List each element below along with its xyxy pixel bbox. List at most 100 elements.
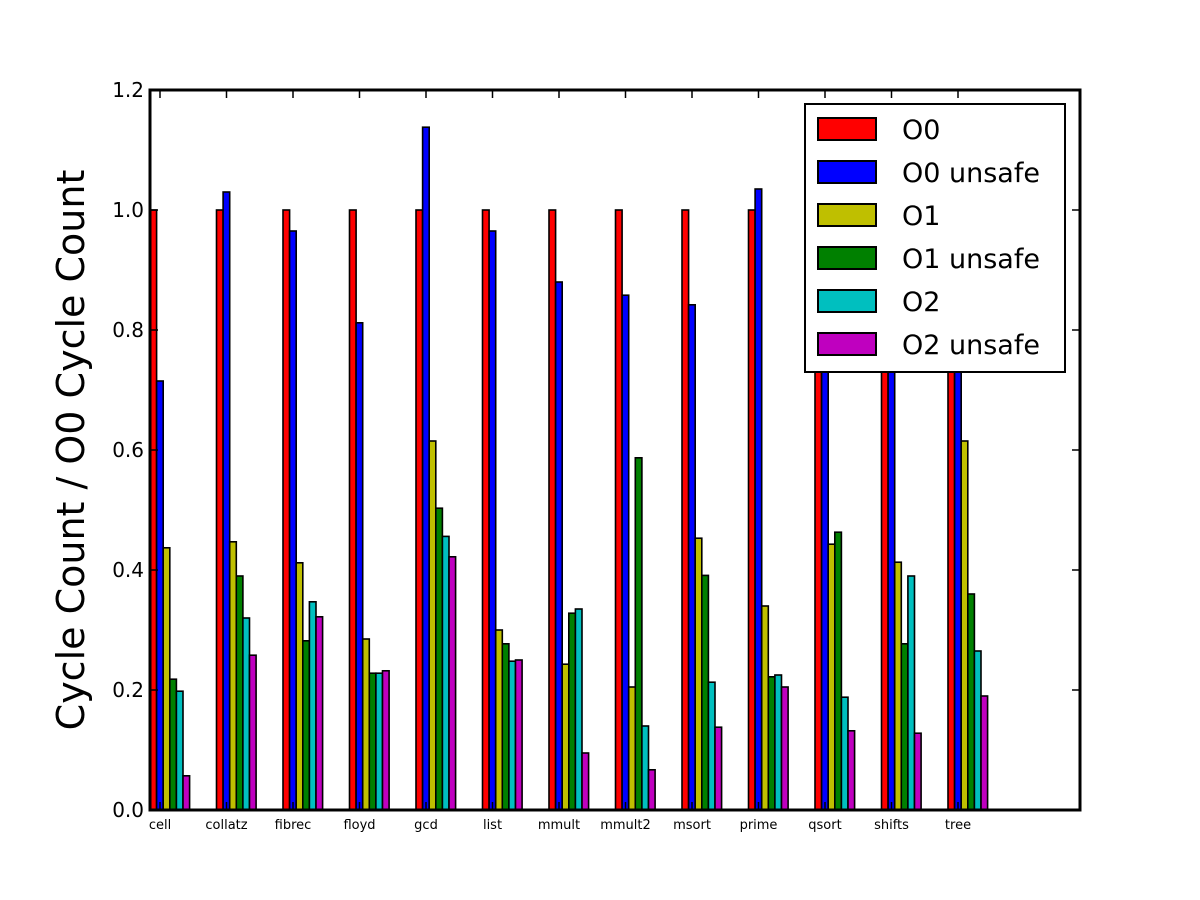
bar-shifts-o2 bbox=[907, 575, 916, 811]
bar-mmult2-o1 bbox=[627, 686, 637, 811]
bar-gcd-o1-unsafe bbox=[434, 507, 444, 811]
legend-swatch bbox=[817, 117, 877, 141]
bar-cell-o0-unsafe bbox=[155, 380, 165, 811]
bar-msort-o1-unsafe bbox=[700, 574, 710, 811]
bar-cell-o1 bbox=[162, 546, 171, 811]
bar-floyd-o1 bbox=[361, 638, 371, 811]
bar-cell-o1-unsafe bbox=[169, 678, 178, 811]
bar-floyd-o0-unsafe bbox=[355, 321, 364, 811]
x-tick-label: cell bbox=[149, 818, 171, 833]
bar-gcd-o2 bbox=[441, 535, 450, 811]
bar-prime-o2-unsafe bbox=[780, 686, 789, 811]
bar-tree-o2 bbox=[973, 650, 982, 811]
bar-mmult-o0 bbox=[548, 209, 557, 811]
bar-gcd-o1 bbox=[428, 440, 437, 811]
legend-frame bbox=[804, 103, 1066, 373]
legend-label: O1 bbox=[902, 201, 940, 232]
bar-mmult-o2 bbox=[574, 608, 583, 811]
bar-gcd-o0-unsafe bbox=[421, 126, 431, 811]
x-tick-label: shifts bbox=[874, 818, 909, 833]
bars-layer bbox=[149, 126, 989, 811]
legend-label: O1 unsafe bbox=[902, 244, 1040, 275]
bar-list-o2 bbox=[508, 660, 517, 811]
legend-label: O2 bbox=[902, 287, 940, 318]
bar-prime-o2 bbox=[774, 674, 783, 811]
bar-tree-o0-unsafe bbox=[953, 365, 962, 811]
x-tick-label: mmult bbox=[538, 818, 580, 833]
bar-prime-o0-unsafe bbox=[754, 188, 763, 811]
y-axis-label: Cycle Count / O0 Cycle Count bbox=[49, 170, 93, 731]
bar-tree-o2-unsafe bbox=[980, 695, 989, 811]
bar-msort-o1 bbox=[694, 537, 703, 811]
bar-qsort-o2 bbox=[840, 696, 849, 811]
bar-mmult2-o0 bbox=[614, 209, 623, 811]
bar-floyd-o2 bbox=[375, 672, 384, 811]
legend-swatch bbox=[817, 289, 877, 313]
bar-collatz-o0 bbox=[215, 209, 224, 811]
bar-gcd-o0 bbox=[415, 209, 424, 811]
bar-qsort-o0-unsafe bbox=[820, 371, 829, 811]
x-tick-label: list bbox=[483, 818, 502, 833]
bar-collatz-o1-unsafe bbox=[235, 575, 244, 811]
bar-mmult2-o1-unsafe bbox=[634, 456, 643, 811]
bar-collatz-o2-unsafe bbox=[248, 654, 257, 811]
y-tick-label: 1.2 bbox=[112, 78, 144, 102]
bar-list-o0 bbox=[481, 209, 490, 811]
bar-gcd-o2-unsafe bbox=[448, 555, 457, 811]
x-axis: cell collatz fibrec floyd gcd list mmult mmult2… bbox=[149, 90, 971, 833]
x-tick-label: msort bbox=[673, 818, 711, 833]
bar-fibrec-o1 bbox=[295, 561, 304, 811]
bar-qsort-o1 bbox=[827, 543, 836, 811]
bar-msort-o2-unsafe bbox=[714, 726, 723, 811]
bar-msort-o0 bbox=[681, 209, 690, 811]
x-tick-label: qsort bbox=[808, 818, 841, 833]
bar-fibrec-o0 bbox=[282, 209, 291, 811]
bar-floyd-o2-unsafe bbox=[381, 669, 390, 811]
bar-prime-o0 bbox=[747, 209, 756, 811]
bar-mmult-o1 bbox=[561, 663, 570, 811]
bar-floyd-o0 bbox=[348, 209, 357, 811]
bar-msort-o2 bbox=[707, 681, 716, 811]
y-tick-label: 0.2 bbox=[112, 678, 144, 702]
legend-label: O0 bbox=[902, 115, 940, 146]
bar-mmult-o2-unsafe bbox=[581, 752, 590, 811]
legend-swatch bbox=[817, 203, 877, 227]
legend-swatch bbox=[817, 246, 877, 270]
y-tick-label: 0.8 bbox=[112, 318, 144, 342]
x-tick-label: fibrec bbox=[275, 818, 312, 833]
legend-label: O2 unsafe bbox=[902, 330, 1040, 361]
bar-cell-o2 bbox=[175, 690, 184, 811]
x-tick-label: mmult2 bbox=[600, 818, 651, 833]
bar-cell-o2-unsafe bbox=[182, 774, 191, 811]
bar-mmult2-o0-unsafe bbox=[621, 294, 630, 811]
x-tick-label: gcd bbox=[414, 818, 438, 833]
bar-collatz-o0-unsafe bbox=[222, 191, 231, 811]
bar-floyd-o1-unsafe bbox=[368, 672, 377, 811]
y-axis: 0.0 0.2 0.4 0.6 0.8 1.0 1.2 bbox=[112, 78, 1080, 822]
x-tick-label: prime bbox=[740, 818, 778, 833]
bar-fibrec-o2-unsafe bbox=[315, 615, 324, 811]
bar-prime-o1 bbox=[760, 605, 770, 811]
bar-collatz-o1 bbox=[228, 540, 238, 811]
x-tick-label: tree bbox=[945, 818, 971, 833]
bar-shifts-o2-unsafe bbox=[913, 732, 922, 811]
bar-qsort-o2-unsafe bbox=[847, 729, 856, 811]
bar-fibrec-o0-unsafe bbox=[288, 230, 298, 811]
legend-swatch bbox=[817, 160, 877, 184]
bar-list-o0-unsafe bbox=[488, 230, 497, 811]
bar-tree-o1 bbox=[960, 440, 969, 811]
x-tick-label: collatz bbox=[205, 818, 247, 833]
bar-shifts-o1 bbox=[893, 561, 903, 811]
bar-list-o2-unsafe bbox=[514, 659, 523, 811]
bar-mmult2-o2 bbox=[641, 725, 650, 811]
y-tick-label: 1.0 bbox=[112, 198, 144, 222]
bar-collatz-o2 bbox=[242, 617, 251, 811]
bar-mmult-o0-unsafe bbox=[554, 281, 563, 811]
bar-mmult2-o2-unsafe bbox=[647, 768, 656, 811]
bar-list-o1-unsafe bbox=[501, 642, 510, 811]
bar-list-o1 bbox=[494, 629, 504, 811]
bar-qsort-o1-unsafe bbox=[833, 531, 843, 811]
legend-items: O0 O0 unsafe O1 O1 unsafe O2 O2 unsafe bbox=[817, 115, 1040, 361]
legend: O0 O0 unsafe O1 O1 unsafe O2 O2 unsafe bbox=[804, 103, 1066, 373]
